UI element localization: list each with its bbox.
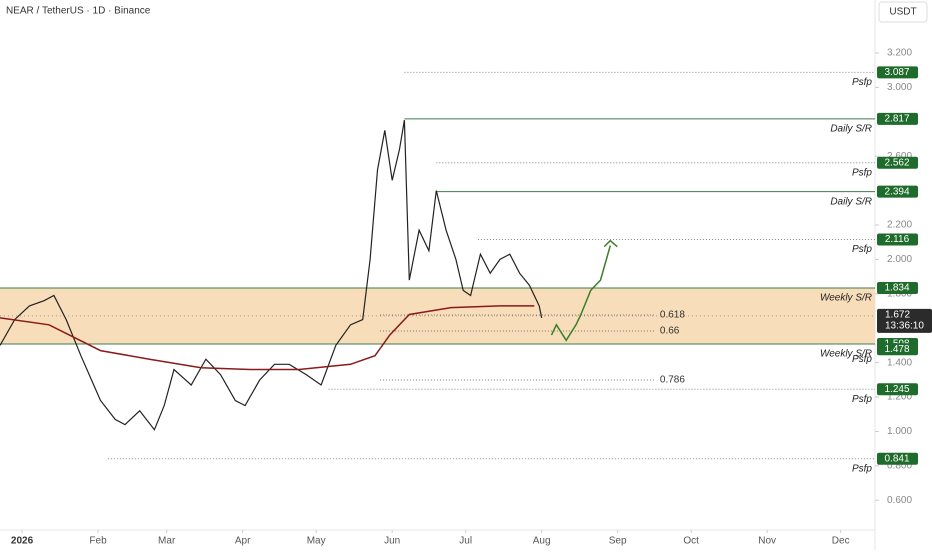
price-box-label: 0.841 [884,453,909,464]
price-box-label: 2.562 [884,157,909,168]
price-box [877,281,918,294]
price-box-label: 2.116 [885,234,910,245]
y-tick-label: 1.400 [887,357,912,368]
level-label: Weekly S/R [820,349,872,360]
x-tick-label: Jun [384,536,400,547]
x-tick-label: Jul [459,536,472,547]
last-price-box [877,308,932,333]
y-tick-label: 2.600 [887,151,912,162]
projection-arrow [603,239,618,248]
price-box [877,452,918,465]
x-tick-label: Feb [89,536,107,547]
price-box [877,343,918,356]
chart-title: NEAR / TetherUS · 1D · Binance [6,6,151,17]
moving-average [0,305,535,371]
x-tick-label: Dec [832,536,850,547]
x-tick-label: Aug [533,536,551,547]
level-label: Psfp [852,463,872,474]
last-price-label: 1.672 [885,309,910,320]
x-tick-label: May [307,536,326,547]
x-tick-label: 2026 [11,536,34,547]
fib-label: 0.66 [660,326,680,337]
fib-label: 0.618 [660,310,685,321]
price-box-label: 1.245 [884,384,909,395]
currency-label[interactable]: USDT [889,7,916,18]
y-tick-label: 1.000 [887,426,912,437]
y-tick-label: 3.200 [887,48,912,59]
fib-label: 0.786 [660,375,685,386]
support-zone [0,287,875,345]
level-label: Psfp [852,244,872,255]
x-tick-label: Mar [158,536,176,547]
y-tick-label: 0.800 [887,460,912,471]
y-tick-label: 2.200 [887,220,912,231]
x-tick-label: Apr [235,536,251,547]
y-tick-label: 1.200 [887,392,912,403]
y-tick-label: 2.000 [887,254,912,265]
x-tick-label: Oct [683,536,699,547]
price-box [877,185,918,198]
price-line [0,120,543,431]
price-box-label: 2.394 [884,186,909,197]
level-label: Daily S/R [830,124,872,135]
y-tick-label: 0.600 [887,495,912,506]
price-box-label: 1.834 [884,283,909,294]
price-box [877,112,918,125]
price-box-label: 3.087 [884,67,909,78]
countdown: 13:36:10 [885,320,924,331]
y-tick-label: 3.000 [887,82,912,93]
x-tick-label: Sep [609,536,627,547]
projection [550,245,612,342]
x-tick-label: Nov [758,536,776,547]
price-box [877,233,918,246]
level-label: Psfp [852,77,872,88]
price-box-label: 2.817 [884,114,909,125]
currency-button[interactable] [878,1,928,23]
level-label: Daily S/R [830,196,872,207]
price-box [877,66,918,79]
level-label: Weekly S/R [820,293,872,304]
price-box [877,383,918,396]
price-box [877,156,918,169]
level-label: Psfp [852,394,872,405]
price-box-label: 1.478 [884,344,909,355]
level-label: Psfp [852,354,872,365]
level-label: Psfp [852,167,872,178]
